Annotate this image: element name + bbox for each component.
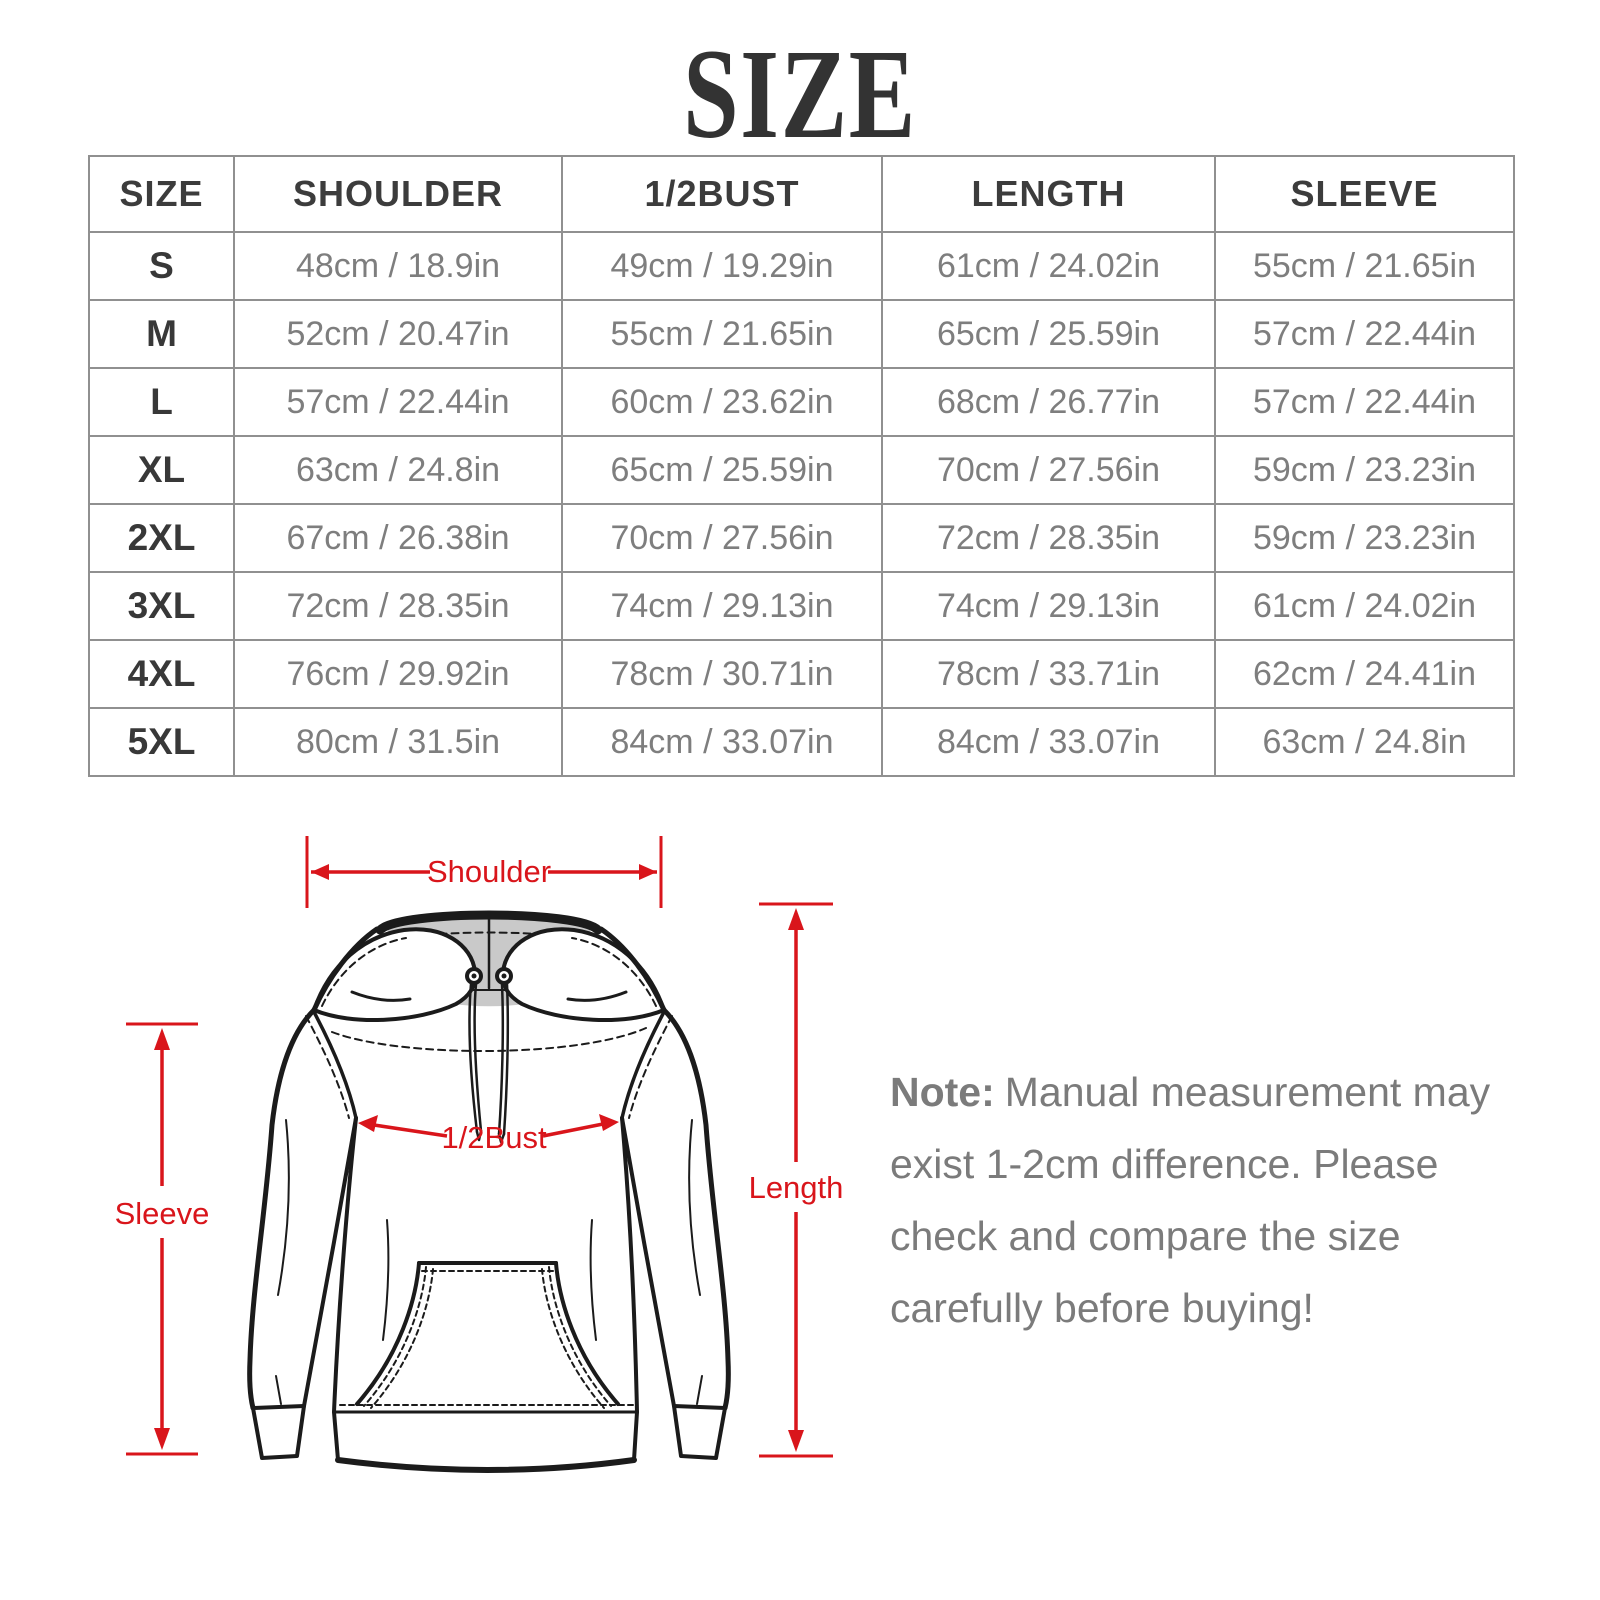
length-arrow: Length <box>749 902 844 1458</box>
table-row: XL 63cm / 24.8in 65cm / 25.59in 70cm / 27.5… <box>88 435 1515 505</box>
measurement-cell: 84cm / 33.07in <box>561 707 883 777</box>
table-row: S 48cm / 18.9in 49cm / 19.29in 61cm / 24.02… <box>88 231 1515 301</box>
measurement-cell: 55cm / 21.65in <box>561 299 883 369</box>
hood-side-left <box>311 926 380 1013</box>
measurement-cell: 84cm / 33.07in <box>881 707 1216 777</box>
table-row: 5XL 80cm / 31.5in 84cm / 33.07in 84cm / 33.… <box>88 707 1515 777</box>
measurement-cell: 70cm / 27.56in <box>561 503 883 573</box>
measurement-cell: 68cm / 26.77in <box>881 367 1216 437</box>
page-title: SIZE <box>683 23 917 165</box>
measurement-cell: 74cm / 29.13in <box>881 571 1216 641</box>
measurement-cell: 72cm / 28.35in <box>233 571 563 641</box>
size-cell: 4XL <box>88 639 235 709</box>
body <box>332 1116 639 1473</box>
size-table-header: SIZE SHOULDER 1/2BUST LENGTH SLEEVE <box>88 155 1515 233</box>
size-cell: XL <box>88 435 235 505</box>
shoulder-arrow: Shoulder <box>305 836 663 908</box>
size-cell: S <box>88 231 235 301</box>
shoulder-label: Shoulder <box>427 854 551 889</box>
size-table: SIZE SHOULDER 1/2BUST LENGTH SLEEVE S 48cm / … <box>88 155 1515 777</box>
note-label: Note: <box>890 1069 995 1115</box>
measurement-cell: 60cm / 23.62in <box>561 367 883 437</box>
measurement-cell: 57cm / 22.44in <box>233 367 563 437</box>
sleeve-arrow: Sleeve <box>115 1022 210 1456</box>
length-label: Length <box>749 1170 844 1205</box>
measurement-cell: 72cm / 28.35in <box>881 503 1216 573</box>
hood-side-right <box>598 926 667 1013</box>
hoodie-measurement-diagram: Shoulder Sleeve Length 1/ <box>115 836 844 1473</box>
table-row: L 57cm / 22.44in 60cm / 23.62in 68cm / 26.7… <box>88 367 1515 437</box>
bust-label: 1/2Bust <box>441 1120 547 1155</box>
table-row: 3XL 72cm / 28.35in 74cm / 29.13in 74cm / 29… <box>88 571 1515 641</box>
note-line-3: check and compare the size <box>890 1213 1401 1259</box>
measurement-cell: 65cm / 25.59in <box>561 435 883 505</box>
measurement-cell: 78cm / 33.71in <box>881 639 1216 709</box>
sleeves <box>247 1007 731 1460</box>
size-cell: L <box>88 367 235 437</box>
size-cell: 5XL <box>88 707 235 777</box>
measurement-cell: 80cm / 31.5in <box>233 707 563 777</box>
measurement-cell: 55cm / 21.65in <box>1214 231 1515 301</box>
table-row: 4XL 76cm / 29.92in 78cm / 30.71in 78cm / 33… <box>88 639 1515 709</box>
measurement-cell: 52cm / 20.47in <box>233 299 563 369</box>
bust-arrow: 1/2Bust <box>358 1114 619 1155</box>
measurement-cell: 59cm / 23.23in <box>1214 435 1515 505</box>
size-cell: 3XL <box>88 571 235 641</box>
measurement-cell: 65cm / 25.59in <box>881 299 1216 369</box>
size-cell: 2XL <box>88 503 235 573</box>
measurement-cell: 62cm / 24.41in <box>1214 639 1515 709</box>
note-line-4: carefully before buying! <box>890 1285 1314 1331</box>
column-header: SIZE <box>88 155 235 233</box>
measurement-cell: 61cm / 24.02in <box>1214 571 1515 641</box>
header-row: SIZE SHOULDER 1/2BUST LENGTH SLEEVE <box>88 155 1515 233</box>
measurement-cell: 67cm / 26.38in <box>233 503 563 573</box>
size-cell: M <box>88 299 235 369</box>
hood-top-rim <box>375 910 603 935</box>
column-header: LENGTH <box>881 155 1216 233</box>
measurement-cell: 63cm / 24.8in <box>1214 707 1515 777</box>
measurement-cell: 63cm / 24.8in <box>233 435 563 505</box>
drawstrings <box>465 967 513 1144</box>
measurement-cell: 57cm / 22.44in <box>1214 299 1515 369</box>
measurement-cell: 74cm / 29.13in <box>561 571 883 641</box>
column-header: SHOULDER <box>233 155 563 233</box>
collar-fold-right <box>500 927 666 1022</box>
collar-fold-left <box>312 927 478 1022</box>
note-text: Note: Manual measurement may exist 1-2cm … <box>890 1056 1490 1344</box>
measurement-cell: 78cm / 30.71in <box>561 639 883 709</box>
measurement-cell: 70cm / 27.56in <box>881 435 1216 505</box>
measurement-cell: 49cm / 19.29in <box>561 231 883 301</box>
column-header: 1/2BUST <box>561 155 883 233</box>
table-row: M 52cm / 20.47in 55cm / 21.65in 65cm / 25.5… <box>88 299 1515 369</box>
size-table-body: S 48cm / 18.9in 49cm / 19.29in 61cm / 24.02… <box>88 231 1515 777</box>
measurement-cell: 61cm / 24.02in <box>881 231 1216 301</box>
hem-band-bottom <box>335 1457 637 1473</box>
note-line-2: exist 1-2cm difference. Please <box>890 1141 1439 1187</box>
cuff-right <box>672 1404 727 1460</box>
collar-stitching <box>321 937 657 1053</box>
sleeve-label: Sleeve <box>115 1196 210 1231</box>
column-header: SLEEVE <box>1214 155 1515 233</box>
table-row: 2XL 67cm / 26.38in 70cm / 27.56in 72cm / 28… <box>88 503 1515 573</box>
measurement-cell: 76cm / 29.92in <box>233 639 563 709</box>
kangaroo-pocket <box>355 1261 620 1409</box>
measurement-cell: 48cm / 18.9in <box>233 231 563 301</box>
measurement-cell: 57cm / 22.44in <box>1214 367 1515 437</box>
fabric-fold-lines <box>275 1119 703 1405</box>
measurement-cell: 59cm / 23.23in <box>1214 503 1515 573</box>
cuff-left <box>251 1404 306 1460</box>
note-line-1: Manual measurement may <box>1004 1069 1491 1115</box>
